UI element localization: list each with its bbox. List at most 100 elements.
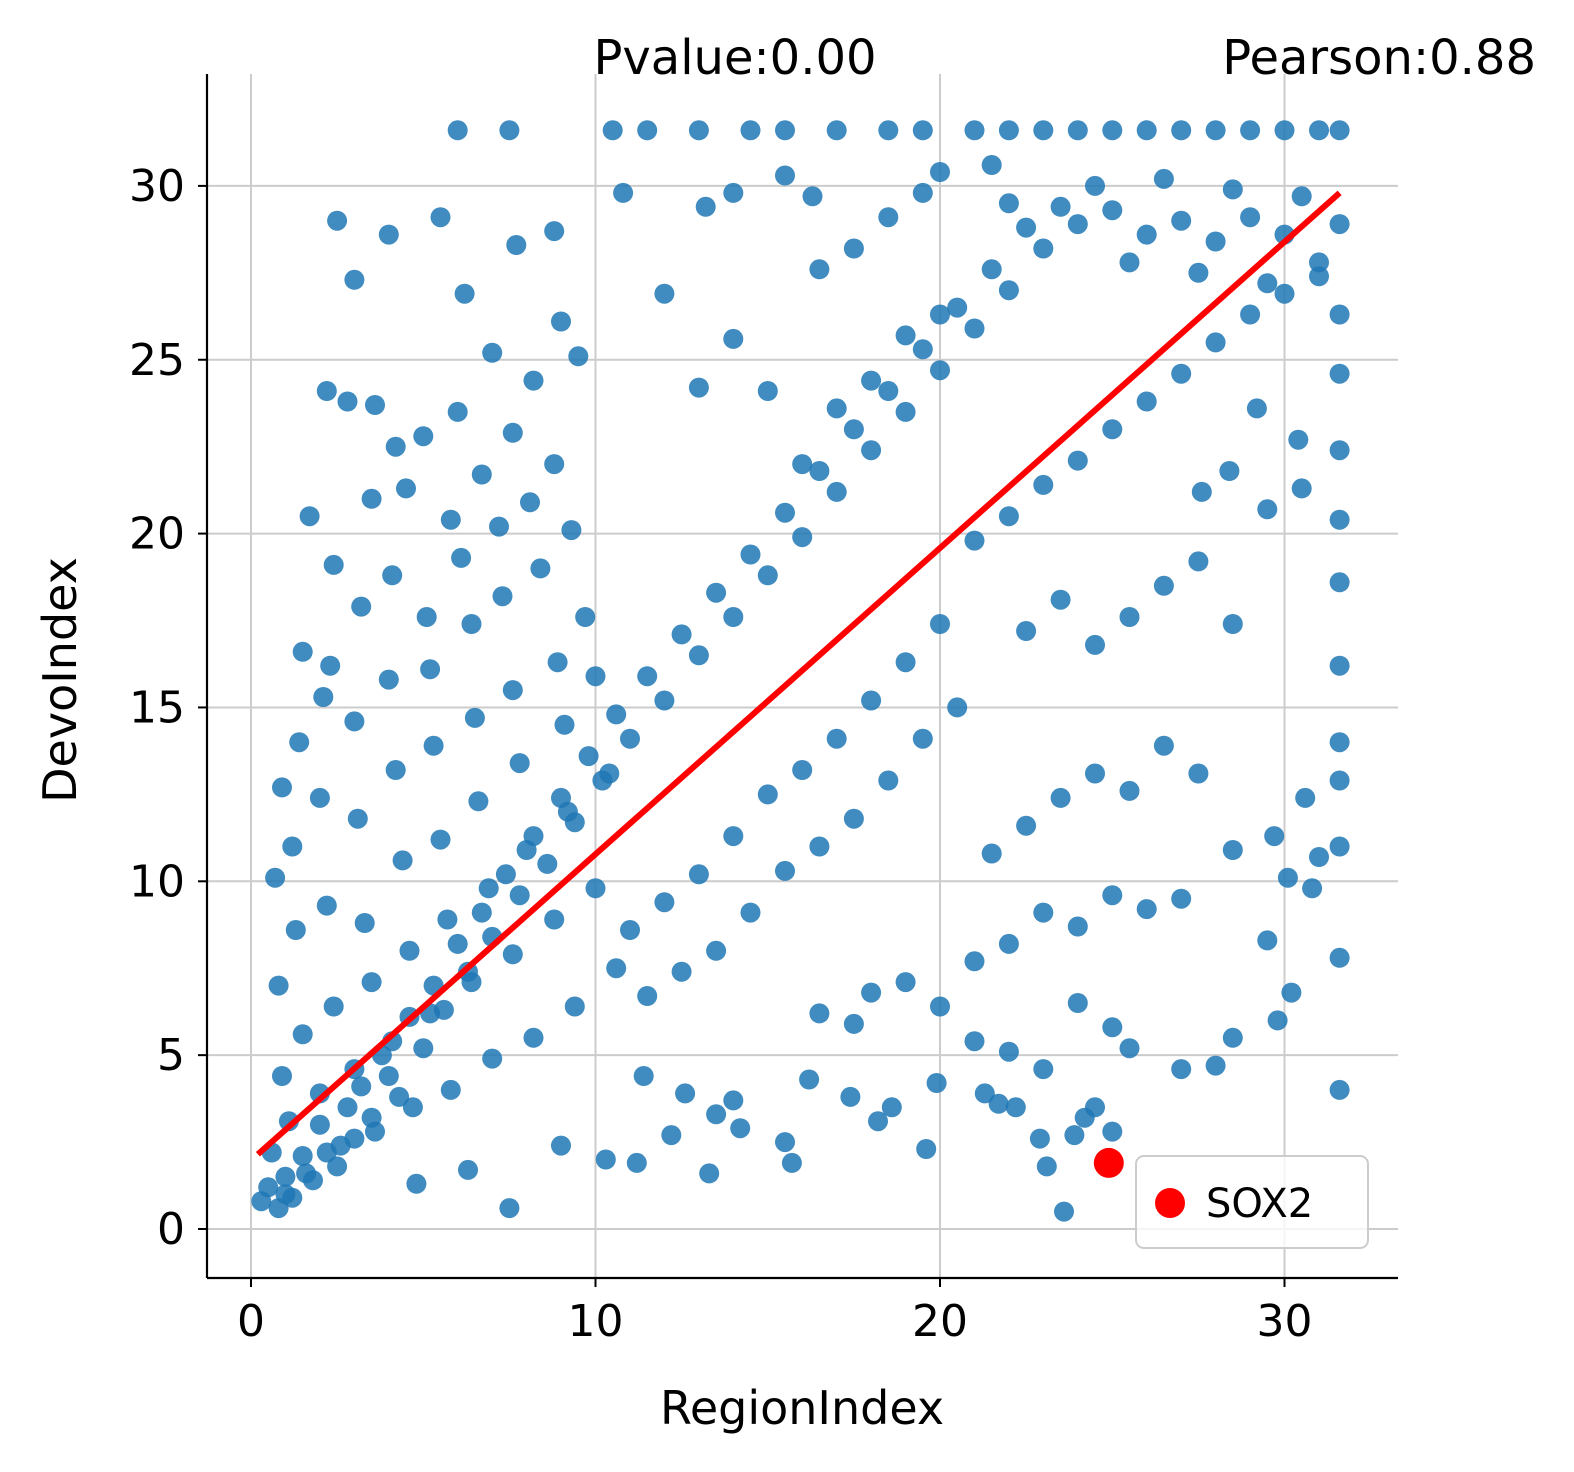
scatter-point xyxy=(378,224,399,245)
scatter-point xyxy=(392,850,413,871)
scatter-point xyxy=(998,933,1019,954)
scatter-point xyxy=(1246,398,1267,419)
scatter-point xyxy=(998,1041,1019,1062)
scatter-point xyxy=(471,902,492,923)
scatter-point xyxy=(843,419,864,440)
scatter-point xyxy=(757,565,778,586)
pearson-annotation: Pearson:0.88 xyxy=(1222,30,1536,86)
scatter-point xyxy=(861,370,882,391)
scatter-point xyxy=(499,120,520,141)
scatter-point xyxy=(495,864,516,885)
scatter-point xyxy=(1329,836,1350,857)
scatter-point xyxy=(988,1093,1009,1114)
scatter-point xyxy=(578,746,599,767)
scatter-point xyxy=(1153,168,1174,189)
scatter-point xyxy=(327,1156,348,1177)
scatter-point xyxy=(930,304,950,325)
scatter-point xyxy=(998,120,1019,141)
scatter-point xyxy=(1067,916,1088,937)
scatter-point xyxy=(1102,419,1123,440)
y-tick-label: 30 xyxy=(129,161,185,212)
scatter-point xyxy=(1309,847,1329,867)
scatter-point xyxy=(1029,1128,1050,1149)
scatter-point xyxy=(1036,1156,1057,1177)
scatter-point xyxy=(792,527,813,548)
scatter-point xyxy=(1067,120,1088,141)
scatter-point xyxy=(292,1146,313,1166)
scatter-point xyxy=(1222,840,1243,860)
scatter-point xyxy=(1264,826,1285,847)
scatter-point xyxy=(775,860,795,881)
scatter-point xyxy=(1267,1010,1288,1031)
scatter-point xyxy=(406,1173,427,1194)
scatter-point xyxy=(354,913,375,933)
scatter-point xyxy=(1067,993,1088,1013)
scatter-point xyxy=(1033,238,1054,259)
scatter-point xyxy=(482,342,503,363)
scatter-point xyxy=(1191,481,1212,502)
scatter-point xyxy=(1136,120,1157,141)
scatter-point xyxy=(1240,120,1261,141)
scatter-point xyxy=(840,1086,861,1107)
scatter-point xyxy=(1005,1097,1026,1118)
scatter-point xyxy=(1288,429,1309,450)
scatter-point xyxy=(688,120,709,141)
scatter-point xyxy=(402,1097,423,1118)
scatter-point xyxy=(826,120,847,141)
scatter-point xyxy=(723,328,744,349)
scatter-point xyxy=(458,1159,478,1180)
scatter-point xyxy=(544,454,565,475)
scatter-point xyxy=(826,728,847,749)
scatter-point xyxy=(688,377,709,398)
scatter-point xyxy=(399,940,420,961)
scatter-point xyxy=(1329,214,1350,235)
scatter-point xyxy=(454,283,475,304)
scatter-point xyxy=(654,690,675,711)
scatter-point xyxy=(912,728,933,749)
scatter-point xyxy=(930,614,950,634)
scatter-point xyxy=(1085,634,1105,655)
scatter-point xyxy=(878,207,899,228)
scatter-point xyxy=(1309,120,1329,141)
x-tick-label: 30 xyxy=(1257,1296,1313,1347)
scatter-point xyxy=(613,182,634,203)
scatter-point xyxy=(861,690,882,711)
scatter-point xyxy=(1119,252,1140,273)
scatter-point xyxy=(843,1013,864,1034)
scatter-point xyxy=(671,961,692,982)
scatter-point xyxy=(1050,196,1071,217)
scatter-point xyxy=(468,791,489,812)
y-axis-title: DevoIndex xyxy=(33,557,87,803)
scatter-point xyxy=(1257,930,1278,951)
scatter-point xyxy=(1102,120,1123,141)
regression-line xyxy=(255,190,1342,1157)
scatter-point xyxy=(1136,224,1157,245)
scatter-point xyxy=(413,1038,434,1059)
scatter-point xyxy=(930,360,950,381)
scatter-point xyxy=(1016,815,1037,836)
scatter-point xyxy=(930,162,950,182)
scatter-point xyxy=(964,951,985,972)
scatter-point xyxy=(1329,732,1350,753)
scatter-point xyxy=(471,464,492,485)
scatter-point xyxy=(861,440,882,461)
scatter-point xyxy=(492,586,513,607)
scatter-point xyxy=(282,836,303,857)
scatter-point xyxy=(1329,655,1350,676)
scatter-point xyxy=(323,554,344,575)
scatter-point xyxy=(799,1069,820,1090)
scatter-point xyxy=(881,1097,902,1118)
scatter-point xyxy=(916,1139,937,1159)
scatter-point xyxy=(1102,1017,1123,1038)
scatter-point xyxy=(974,1083,995,1104)
scatter-point xyxy=(637,986,658,1006)
scatter-point xyxy=(1329,572,1350,593)
scatter-point xyxy=(661,1125,682,1146)
scatter-point xyxy=(775,1132,795,1153)
scatter-point xyxy=(523,370,544,391)
scatter-point xyxy=(688,645,709,666)
scatter-point xyxy=(516,840,537,860)
scatter-point xyxy=(1119,780,1140,801)
scatter-point xyxy=(620,920,640,940)
scatter-point xyxy=(671,624,692,645)
